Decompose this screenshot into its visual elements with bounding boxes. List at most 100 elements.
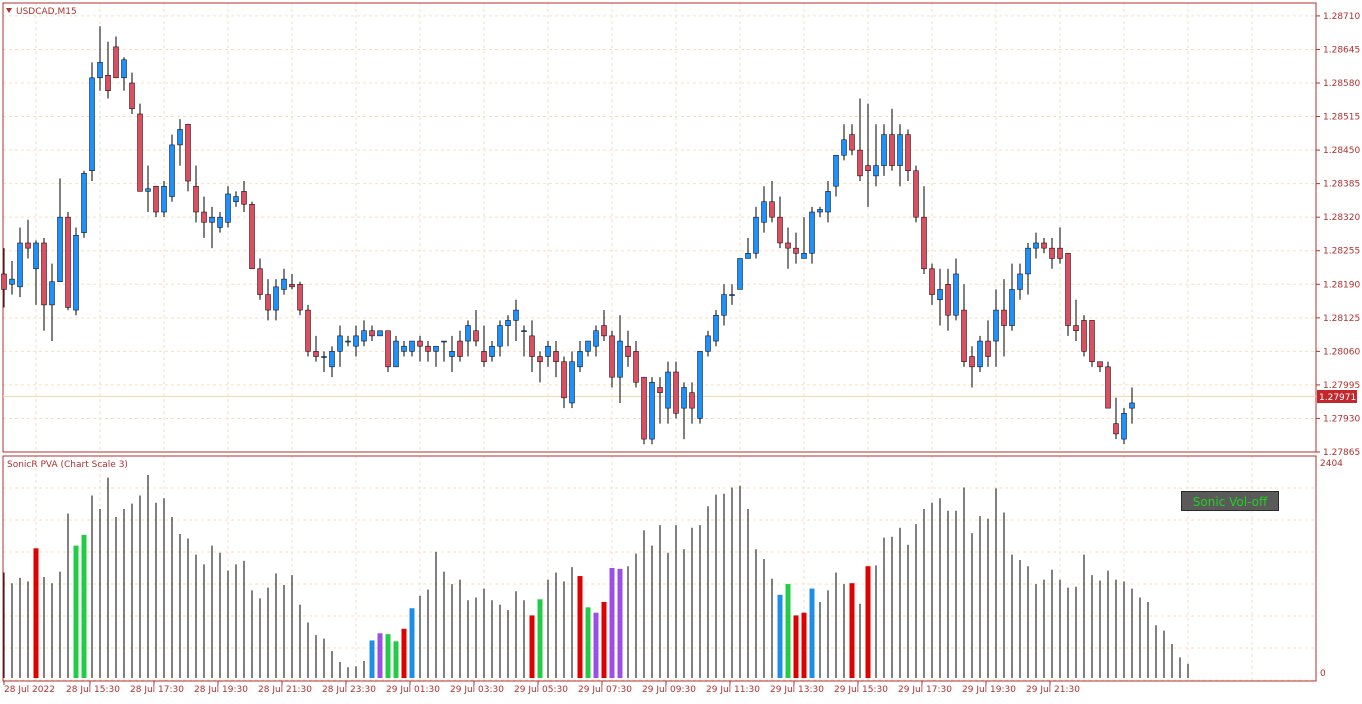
candle-body <box>377 330 383 337</box>
candle-body <box>1001 309 1007 326</box>
candle-body <box>129 82 135 110</box>
volume-bar <box>617 568 623 678</box>
candle-body <box>697 351 703 419</box>
candle-body <box>153 185 159 213</box>
price-tick-label: 1.27930 <box>1323 414 1360 424</box>
dropdown-triangle-icon[interactable] <box>6 8 12 13</box>
candle-body <box>913 170 919 218</box>
candle-body <box>545 345 551 357</box>
candle-body <box>305 309 311 352</box>
candle-body <box>929 268 935 295</box>
candle-body <box>489 345 495 357</box>
candle-body <box>729 294 735 296</box>
candle-body <box>1065 253 1071 326</box>
candle-body <box>1 273 7 290</box>
volume-panel-border <box>2 455 1317 682</box>
candle-body <box>769 201 775 218</box>
candle-body <box>857 149 863 177</box>
candle-body <box>529 335 535 357</box>
candle-body <box>513 309 519 321</box>
candle-body <box>889 134 895 166</box>
candle-body <box>249 204 255 270</box>
price-tick-label: 1.28450 <box>1323 146 1360 156</box>
volume-bars <box>3 474 1189 678</box>
candle-body <box>201 211 207 223</box>
time-tick-label: 29 Jul 17:30 <box>898 685 952 695</box>
volume-bar <box>849 583 855 678</box>
candle-body <box>1105 366 1111 409</box>
candle-body <box>9 278 15 285</box>
candle-body <box>849 134 855 151</box>
candle-body <box>161 185 167 213</box>
symbol-label: USDCAD,M15 <box>16 7 77 17</box>
candle-body <box>457 340 463 357</box>
volume-bar <box>809 588 815 678</box>
candle-body <box>737 258 743 290</box>
volume-bar <box>377 633 383 678</box>
candle-body <box>897 134 903 166</box>
candle-body <box>1049 247 1055 259</box>
candle-body <box>273 286 279 311</box>
volume-bar <box>785 584 791 678</box>
time-tick-label: 29 Jul 03:30 <box>450 685 504 695</box>
candle-body <box>649 382 655 440</box>
candle-body <box>993 309 999 342</box>
candle-body <box>81 173 87 233</box>
candle-body <box>537 356 543 362</box>
candle-body <box>1129 402 1135 409</box>
price-tick-label: 1.28515 <box>1323 113 1360 123</box>
price-tick-label: 1.28385 <box>1323 180 1360 190</box>
candle-body <box>1025 247 1031 275</box>
candle-body <box>113 46 119 79</box>
candle-body <box>721 294 727 316</box>
candle-body <box>833 154 839 187</box>
volume-bar <box>777 594 783 678</box>
price-tick-label: 1.27995 <box>1323 381 1360 391</box>
candle-body <box>881 134 887 166</box>
candle-body <box>297 284 303 311</box>
volume-bar <box>33 548 39 678</box>
volume-bar <box>601 601 607 678</box>
candle-body <box>753 216 759 254</box>
candle-body <box>441 340 447 343</box>
candle-body <box>761 201 767 223</box>
sonic-vol-toggle-button[interactable]: Sonic Vol-off <box>1181 491 1279 511</box>
candle-body <box>577 351 583 368</box>
time-tick-label: 29 Jul 15:30 <box>834 685 888 695</box>
time-tick-label: 29 Jul 11:30 <box>706 685 760 695</box>
candle-body <box>657 387 663 393</box>
current-price-value: 1.27971 <box>1319 393 1356 403</box>
volume-max-label: 2404 <box>1320 459 1343 469</box>
time-tick-label: 29 Jul 21:30 <box>1026 685 1080 695</box>
candle-body <box>745 253 751 259</box>
price-tick-label: 1.28320 <box>1323 213 1360 223</box>
candle-body <box>177 129 183 146</box>
candle-body <box>633 351 639 383</box>
time-tick-label: 29 Jul 07:30 <box>578 685 632 695</box>
candle-body <box>145 188 151 192</box>
time-tick-label: 29 Jul 09:30 <box>642 685 696 695</box>
candle-body <box>825 191 831 213</box>
time-tick-label: 29 Jul 01:30 <box>386 685 440 695</box>
candle-body <box>1121 413 1127 440</box>
candle-body <box>1089 320 1095 362</box>
candle-body <box>689 392 695 409</box>
candle-body <box>977 340 983 368</box>
candle-body <box>1009 289 1015 326</box>
price-tick-label: 1.28645 <box>1323 45 1360 55</box>
candle-body <box>961 309 967 362</box>
candle-body <box>369 330 375 337</box>
candle-body <box>425 345 431 352</box>
volume-bar <box>577 576 583 678</box>
candle-body <box>801 253 807 259</box>
time-tick-label: 28 Jul 23:30 <box>322 685 376 695</box>
candle-body <box>73 234 79 311</box>
candle-body <box>625 345 631 357</box>
volume-bar <box>385 634 391 678</box>
candle-body <box>601 325 607 337</box>
candle-body <box>337 335 343 352</box>
candle-body <box>969 356 975 368</box>
price-tick-label: 1.28125 <box>1323 314 1360 324</box>
time-tick-label: 28 Jul 19:30 <box>194 685 248 695</box>
